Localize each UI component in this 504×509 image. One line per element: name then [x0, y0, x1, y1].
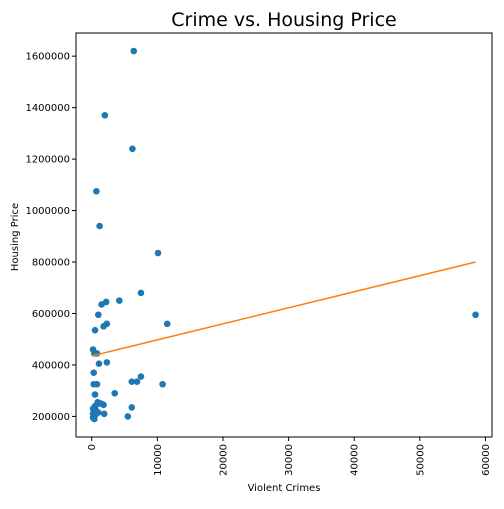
- scatter-point: [91, 326, 99, 334]
- y-tick-label: 400000: [32, 360, 70, 371]
- x-tick-label: 30000: [284, 444, 295, 476]
- scatter-point: [116, 297, 123, 304]
- scatter-point: [90, 369, 98, 376]
- x-tick-label: 10000: [153, 444, 164, 476]
- scatter-point: [111, 389, 119, 397]
- scatter-point: [95, 360, 103, 367]
- scatter-point: [95, 311, 102, 319]
- scatter-point: [100, 401, 107, 409]
- x-tick-label: 40000: [350, 444, 361, 476]
- y-axis-ticks: 200000 400000 600000 800000 1000000 1200000 14…: [25, 52, 76, 423]
- scatter-point: [100, 410, 108, 418]
- y-tick-label: 1000000: [25, 206, 70, 217]
- y-tick-label: 1600000: [25, 52, 70, 63]
- scatter-point: [90, 380, 98, 388]
- scatter-point: [472, 311, 479, 319]
- scatter-point: [128, 404, 136, 411]
- scatter-point: [93, 187, 100, 195]
- x-axis-ticks: 0 10000 20000 30000 40000 50000 60000: [87, 437, 492, 476]
- scatter-point: [124, 413, 132, 420]
- scatter-point: [137, 373, 145, 380]
- scatter-point: [163, 320, 171, 328]
- x-axis-label: Violent Crimes: [248, 483, 321, 494]
- plot-marks: [89, 47, 479, 423]
- y-tick-label: 600000: [32, 309, 70, 320]
- scatter-point: [103, 359, 111, 366]
- y-tick-label: 1200000: [25, 155, 70, 166]
- y-tick-label: 800000: [32, 258, 70, 269]
- fit-line: [91, 261, 476, 357]
- scatter-point: [128, 378, 136, 385]
- scatter-point: [98, 301, 105, 308]
- scatter-point: [130, 47, 138, 55]
- chart-title: Crime vs. Housing Price: [171, 9, 396, 31]
- y-tick-label: 1400000: [25, 103, 70, 114]
- x-tick-label: 50000: [415, 444, 426, 476]
- scatter-point: [154, 249, 162, 257]
- scatter-point: [133, 378, 141, 385]
- scatter-point: [100, 323, 107, 330]
- scatter-point: [96, 222, 103, 230]
- scatter-point: [159, 380, 166, 388]
- scatter-point: [101, 112, 109, 119]
- scatter-point: [129, 145, 136, 153]
- scatter-point: [91, 391, 99, 398]
- x-tick-label: 60000: [481, 444, 492, 476]
- y-axis-label: Housing Price: [10, 203, 21, 271]
- scatter-point: [91, 415, 98, 423]
- x-tick-label: 20000: [218, 444, 229, 476]
- x-tick-label: 0: [87, 444, 98, 450]
- plot-frame: [75, 32, 493, 438]
- scatter-point: [137, 289, 145, 297]
- y-tick-label: 200000: [32, 412, 70, 423]
